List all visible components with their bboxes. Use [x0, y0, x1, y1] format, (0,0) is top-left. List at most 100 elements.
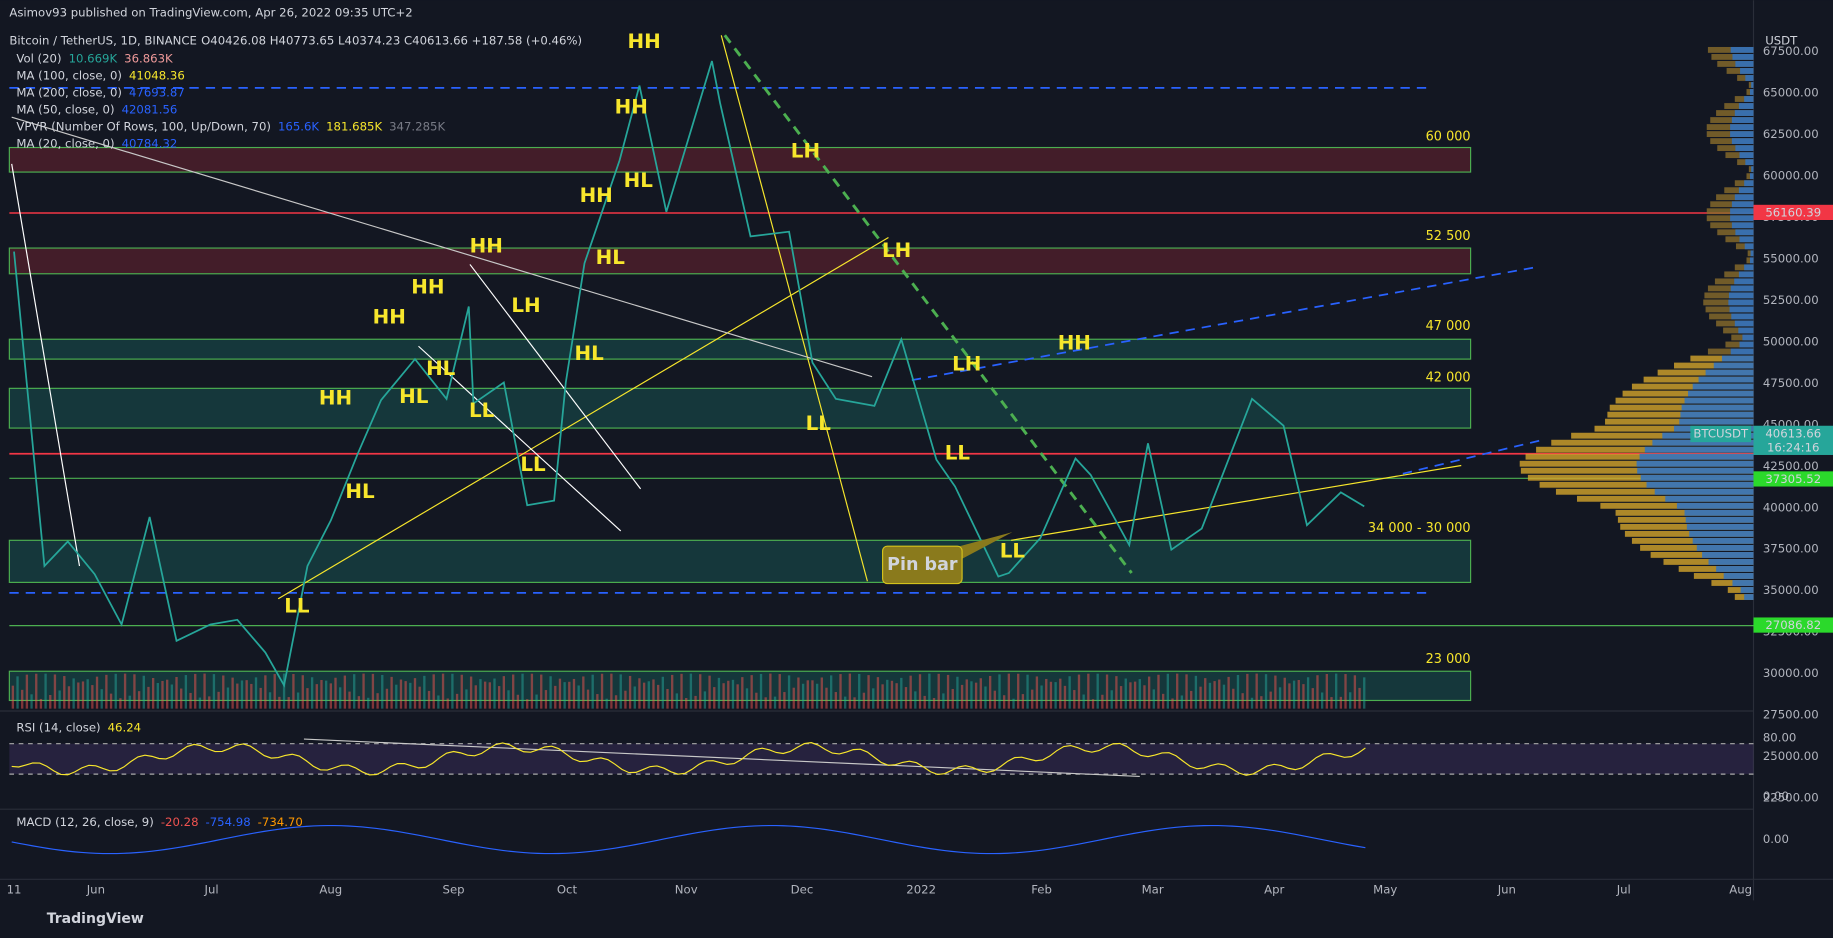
price-badge-text: 16:24:16: [1767, 440, 1820, 454]
volume-bar: [699, 674, 702, 709]
volume-bar: [853, 697, 856, 709]
zone: [8, 146, 1472, 173]
volume-bar: [324, 680, 328, 709]
volume-bar: [1232, 688, 1235, 709]
pattern-label: LL: [1000, 539, 1026, 562]
volume-bar: [95, 676, 99, 709]
volume-bar: [1255, 673, 1258, 709]
volume-profile-bar: [1740, 68, 1754, 74]
pattern-label: HL: [345, 480, 375, 503]
volume-bar: [287, 697, 290, 709]
pattern-label: LH: [952, 352, 981, 375]
trendline: [911, 265, 1539, 382]
volume-profile-bar: [1744, 243, 1754, 250]
volume-bar: [465, 689, 468, 709]
volume-bar: [1227, 676, 1230, 709]
volume-bar: [759, 673, 763, 709]
volume-bar: [530, 673, 534, 709]
zone-label: 47 000: [1426, 319, 1471, 334]
rsi-legend: RSI (14, close) 46.24: [16, 720, 141, 734]
volume-bar: [886, 679, 889, 709]
legend-name: VPVR (Number Of Rows, 100, Up/Down, 70): [16, 119, 271, 133]
volume-bar: [647, 681, 650, 709]
volume-bar: [189, 692, 192, 709]
volume-bar: [956, 676, 959, 709]
volume-bar: [727, 680, 730, 709]
price-tick: 50000.00: [1763, 334, 1819, 348]
legend-value: 165.6K: [278, 119, 319, 133]
legend-line: MA (20, close, 0) 40784.32: [16, 136, 177, 150]
volume-bar: [1143, 685, 1146, 709]
volume-profile-bar: [1734, 320, 1754, 327]
volume-bar: [815, 683, 819, 709]
volume-bar: [1087, 673, 1090, 709]
footer-brand: TradingView: [47, 911, 144, 927]
volume-bar: [540, 674, 543, 709]
volume-profile-bar: [1692, 537, 1754, 544]
volume-bar: [250, 683, 253, 709]
zone-label: 52 500: [1426, 229, 1471, 244]
volume-bar: [86, 679, 89, 709]
volume-profile-bar: [1689, 530, 1754, 537]
volume-profile-bar: [1745, 75, 1754, 81]
rsi-band: [9, 743, 1754, 775]
volume-bar: [600, 673, 604, 709]
volume-profile-bar: [1731, 313, 1754, 320]
volume-bar: [451, 673, 454, 709]
volume-profile-bar: [1750, 89, 1754, 95]
volume-profile-bar: [1636, 460, 1754, 467]
volume-bar: [1161, 693, 1165, 709]
volume-bar: [320, 679, 323, 709]
volume-bar: [1204, 678, 1207, 709]
price-tick: 27500.00: [1763, 708, 1819, 722]
volume-bar: [521, 673, 524, 709]
volume-profile-bar: [1708, 559, 1754, 565]
legend-ohlc: O40426.08 H40773.65 L40374.23 C40613.66 …: [201, 34, 582, 48]
pattern-label: LL: [806, 412, 832, 435]
volume-bar: [1063, 685, 1067, 709]
volume-bar: [563, 682, 566, 709]
volume-bar: [282, 673, 286, 709]
volume-bar: [413, 678, 417, 709]
legend-name: MA (50, close, 0): [16, 102, 114, 116]
pattern-label: LH: [882, 239, 911, 262]
volume-profile-bar: [1679, 418, 1754, 425]
volume-profile-bar: [1730, 208, 1754, 215]
callout-text: Pin bar: [887, 555, 958, 575]
volume-bar: [292, 673, 295, 709]
volume-profile-bar: [1705, 369, 1754, 376]
volume-bar: [1311, 688, 1314, 709]
volume-bar: [357, 696, 361, 709]
volume-bar: [72, 678, 75, 709]
volume-bar: [713, 687, 716, 709]
volume-bar: [703, 691, 707, 709]
callout-pointer: [946, 532, 1013, 564]
volume-bar: [801, 683, 805, 709]
trendline: [720, 35, 868, 582]
volume-bar: [1199, 686, 1202, 709]
volume-bar: [633, 686, 636, 709]
volume-bar: [1292, 680, 1296, 709]
legend-value: 47693.87: [129, 85, 185, 99]
volume-profile-bar: [1692, 383, 1754, 390]
price-unit: USDT: [1765, 34, 1798, 48]
volume-bar: [694, 695, 697, 709]
zone-label: 23 000: [1426, 652, 1471, 667]
pattern-label: HH: [470, 234, 503, 257]
volume-bar: [671, 674, 674, 709]
volume-bar: [872, 688, 875, 709]
volume-profile-bar: [1734, 278, 1754, 285]
legend-value: 41048.36: [129, 68, 185, 82]
volume-bar: [792, 687, 795, 709]
pattern-label: HH: [411, 275, 444, 298]
time-tick: Aug: [319, 882, 342, 896]
legend-value: -734.70: [258, 815, 303, 829]
legend-name: MA (20, close, 0): [16, 136, 114, 150]
volume-bar: [1213, 681, 1216, 709]
volume-bar: [1040, 685, 1043, 709]
volume-bar: [165, 679, 169, 709]
price-tick: 67500.00: [1763, 44, 1819, 58]
volume-bar: [404, 681, 407, 709]
volume-bar: [1152, 689, 1155, 709]
volume-bar: [395, 684, 398, 709]
